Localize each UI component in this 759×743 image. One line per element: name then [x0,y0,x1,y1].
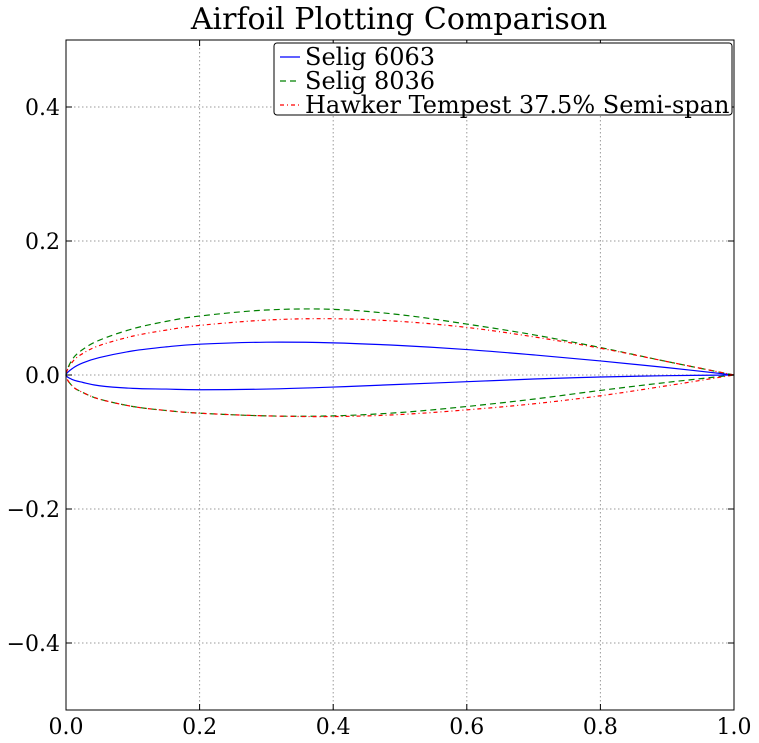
x-tick-label: 0.6 [449,715,484,740]
y-tick-label: −0.4 [7,632,60,657]
legend-label-2: Selig 8036 [305,67,435,95]
y-tick-label: 0.2 [25,230,60,255]
x-tick-label: 0.4 [316,715,351,740]
y-tick-label: −0.2 [7,498,60,523]
series-layer [65,308,735,418]
series-line-2 [65,308,735,417]
series-line-3 [65,318,735,418]
y-tick-label: 0.4 [25,96,60,121]
x-tick-label: 0.2 [182,715,217,740]
grid-layer [66,40,734,710]
legend-label-1: Selig 6063 [305,43,435,71]
series-line-1 [65,341,735,391]
tick-layer: 0.0 0.2 0.4 0.6 0.8 1.0 0.4 0.2 0.0 −0.2 −0.4 [7,40,752,740]
x-tick-label: 0.8 [583,715,618,740]
legend-label-3: Hawker Tempest 37.5% Semi-span [305,91,729,119]
y-tick-label: 0.0 [25,364,60,389]
chart-title: Airfoil Plotting Comparison [190,2,607,37]
x-tick-label: 0.0 [49,715,84,740]
legend-box [273,42,733,116]
x-tick-label: 1.0 [717,715,752,740]
